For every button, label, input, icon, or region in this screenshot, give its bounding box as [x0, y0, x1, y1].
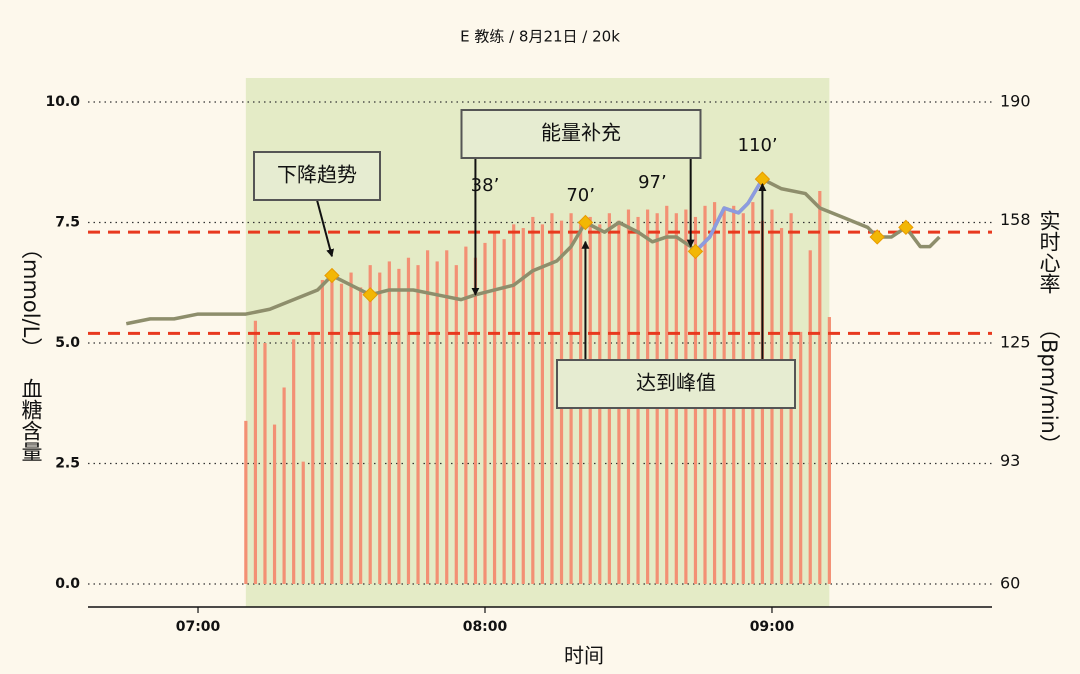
- heart-rate-bar: [406, 257, 411, 584]
- heart-rate-bar: [387, 261, 391, 584]
- heart-rate-bar: [473, 257, 478, 584]
- heart-rate-bar: [292, 339, 296, 584]
- y2-tick-label: 125: [1000, 333, 1031, 352]
- glucose-marker: [362, 287, 378, 303]
- heart-rate-bar: [512, 224, 516, 584]
- heart-rate-bar: [454, 265, 458, 584]
- annotation-text: 能量补充: [541, 121, 621, 145]
- heart-rate-bar: [320, 279, 324, 584]
- annotation-text: 达到峰值: [636, 371, 716, 395]
- y2-tick-label: 190: [1000, 92, 1031, 111]
- heart-rate-bar: [550, 213, 554, 584]
- heart-rate-bar: [521, 228, 525, 585]
- annotation-text: 下降趋势: [277, 163, 357, 187]
- glucose-marker: [898, 219, 914, 236]
- heart-rate-bar: [464, 246, 468, 584]
- heart-rate-bar: [445, 250, 449, 585]
- heart-rate-bar: [253, 320, 258, 584]
- heart-rate-bar: [368, 265, 372, 584]
- heart-rate-bar: [416, 265, 420, 584]
- annotation-box: [556, 359, 796, 409]
- heart-rate-bar: [282, 387, 286, 584]
- y2-tick-label: 93: [1000, 451, 1020, 470]
- annotation-arrow: [316, 199, 335, 258]
- point-label: 38’: [471, 175, 500, 196]
- heart-rate-bar: [301, 461, 305, 584]
- annotation-box: [253, 151, 381, 201]
- glucose-marker: [869, 229, 885, 245]
- y-axis-title: 血糖含量: [19, 378, 43, 462]
- heart-rate-bar: [492, 231, 497, 584]
- y-tick-label: 5.0: [55, 335, 80, 351]
- heart-rate-bar: [540, 224, 544, 584]
- point-label: 97’: [638, 172, 667, 193]
- heart-rate-bar: [827, 317, 831, 584]
- x-tick-label: 07:00: [176, 619, 221, 635]
- chart-title: E 教练 / 8月21日 / 20k: [460, 28, 620, 46]
- y2-tick-label: 60: [1000, 574, 1020, 593]
- x-axis-title: 时间: [564, 644, 604, 668]
- heart-rate-bar: [272, 424, 277, 584]
- heart-rate-bar: [330, 276, 334, 584]
- y2-axis-title: 实时心率: [1037, 210, 1061, 294]
- heart-rate-bar: [531, 216, 535, 584]
- heart-rate-bar: [339, 283, 344, 584]
- y-tick-label: 2.5: [55, 456, 80, 472]
- heart-rate-bar: [425, 250, 430, 585]
- heart-rate-bar: [263, 343, 267, 584]
- y-tick-label: 10.0: [45, 94, 80, 110]
- heart-rate-bar: [818, 190, 822, 584]
- heart-rate-bar: [799, 331, 803, 584]
- y-axis-unit: （mmol/L）: [19, 238, 43, 358]
- heart-rate-bar: [483, 242, 487, 584]
- glucose-line: [125, 177, 941, 326]
- heart-rate-bar: [378, 272, 382, 584]
- heart-rate-bar: [397, 268, 401, 584]
- glucose-marker: [687, 243, 704, 260]
- point-label: 70’: [566, 185, 595, 206]
- heart-rate-bar: [502, 239, 506, 584]
- annotation-box: [460, 109, 702, 159]
- y-tick-label: 0.0: [55, 576, 80, 592]
- heart-rate-bar: [359, 287, 363, 584]
- heart-rate-bar: [349, 272, 353, 584]
- glucose-marker: [577, 214, 594, 231]
- y2-tick-label: 158: [1000, 210, 1031, 229]
- glucose-line: [694, 178, 764, 253]
- heart-rate-bar: [244, 420, 248, 584]
- point-label: 110’: [738, 135, 778, 156]
- x-tick-label: 09:00: [750, 619, 795, 635]
- heart-rate-bar: [435, 261, 439, 584]
- y-tick-label: 7.5: [55, 215, 80, 231]
- glucose-marker: [324, 267, 340, 284]
- heart-rate-bar: [311, 331, 315, 584]
- heart-rate-bar: [808, 250, 812, 585]
- y2-axis-unit: （Bpm/min）: [1037, 318, 1061, 455]
- x-tick-label: 08:00: [463, 619, 508, 635]
